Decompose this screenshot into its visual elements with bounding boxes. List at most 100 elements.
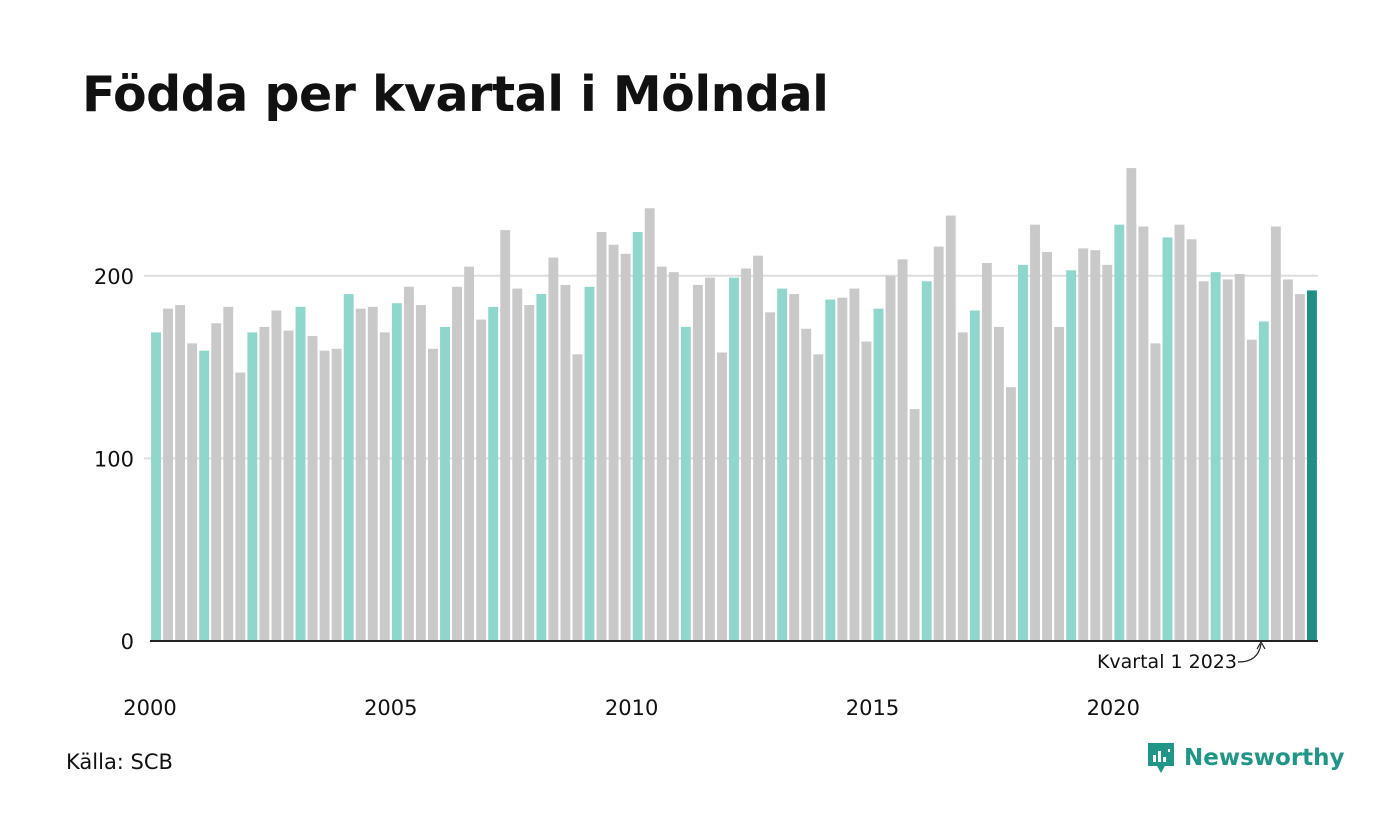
bar <box>1295 294 1305 641</box>
x-tick-label: 2020 <box>1087 696 1140 720</box>
bar <box>464 266 475 641</box>
bar <box>247 332 258 641</box>
bar <box>1126 168 1137 641</box>
bar <box>909 409 920 641</box>
bar <box>440 326 450 641</box>
bar <box>1234 273 1245 641</box>
bar <box>1066 270 1077 641</box>
bar <box>1042 252 1053 641</box>
bar <box>331 348 342 641</box>
bar <box>500 230 511 641</box>
bar <box>548 257 559 641</box>
bar <box>235 372 246 641</box>
bar <box>680 326 691 641</box>
bar <box>825 299 836 641</box>
bar <box>861 341 872 641</box>
bar <box>259 326 270 641</box>
bar <box>379 332 390 641</box>
bar <box>668 272 679 641</box>
bar <box>921 281 932 641</box>
bar <box>1138 226 1149 641</box>
bar <box>1090 250 1101 642</box>
x-axis-ticks: 2000 2005 2010 2015 2020 <box>123 696 1140 720</box>
bar <box>801 328 812 641</box>
bar <box>452 286 462 641</box>
bar <box>283 330 294 641</box>
bar <box>620 253 631 641</box>
annotation-arrow-head <box>1256 640 1266 650</box>
bar <box>704 277 715 641</box>
bar <box>403 286 414 641</box>
bar <box>1150 343 1161 641</box>
bar <box>151 332 161 641</box>
brand-logo: Newsworthy <box>1146 741 1345 775</box>
bar <box>343 294 354 641</box>
bar <box>572 354 583 641</box>
bar <box>319 350 330 641</box>
bar <box>885 275 896 641</box>
x-tick-label: 2005 <box>364 696 417 720</box>
bar <box>1307 290 1317 641</box>
y-tick-label: 200 <box>94 265 134 289</box>
bars <box>151 168 1317 642</box>
bar <box>1270 226 1281 641</box>
bar <box>1222 279 1233 641</box>
bar <box>1018 264 1028 641</box>
bar <box>271 310 282 641</box>
bar <box>391 303 402 641</box>
bar <box>1210 272 1221 641</box>
bar <box>1114 224 1125 642</box>
bar <box>199 350 210 641</box>
bar <box>692 284 703 641</box>
bar <box>163 308 173 641</box>
bar <box>512 288 523 641</box>
bar <box>1258 321 1269 641</box>
bar <box>428 348 438 641</box>
bar <box>717 352 727 641</box>
bar <box>632 231 643 642</box>
bar <box>223 306 234 641</box>
bar <box>524 305 535 641</box>
bar <box>1030 224 1040 642</box>
bar <box>1006 387 1016 641</box>
bar <box>211 323 222 641</box>
brand-name: Newsworthy <box>1184 745 1345 771</box>
bar-chart-speech-bubble-icon <box>1148 743 1174 773</box>
y-axis-ticks: 0 100 200 <box>94 265 134 654</box>
bar <box>789 294 800 641</box>
bar <box>993 326 1004 641</box>
bar <box>367 306 378 641</box>
bar <box>1198 281 1209 641</box>
bar-chart: 0 100 200 2000 2005 2010 2015 2020 Kvartal 1 2… <box>94 168 1318 720</box>
y-tick-label: 100 <box>94 447 134 471</box>
bar <box>1078 248 1089 641</box>
bar <box>981 263 992 641</box>
bar <box>307 336 318 641</box>
x-tick-label: 2000 <box>123 696 176 720</box>
bar <box>741 268 751 641</box>
bar <box>897 259 908 641</box>
bar <box>813 354 824 641</box>
bar <box>1282 279 1293 641</box>
annotation-arrow <box>1237 643 1262 663</box>
annotation-label: Kvartal 1 2023 <box>1097 651 1237 673</box>
bar <box>488 306 499 641</box>
bar <box>415 305 426 641</box>
bar <box>596 231 607 642</box>
bar <box>187 343 198 641</box>
bar <box>1162 237 1173 641</box>
bar <box>849 288 860 641</box>
bar <box>873 308 884 641</box>
x-tick-label: 2010 <box>605 696 658 720</box>
bar <box>933 246 944 641</box>
bar <box>729 277 739 641</box>
bar <box>536 294 547 641</box>
bar <box>1186 239 1197 641</box>
bar <box>175 305 186 641</box>
bar <box>608 244 619 641</box>
bar <box>957 332 968 641</box>
bar <box>945 215 956 642</box>
x-tick-label: 2015 <box>846 696 899 720</box>
bar <box>1054 326 1065 641</box>
bar <box>1102 264 1113 641</box>
